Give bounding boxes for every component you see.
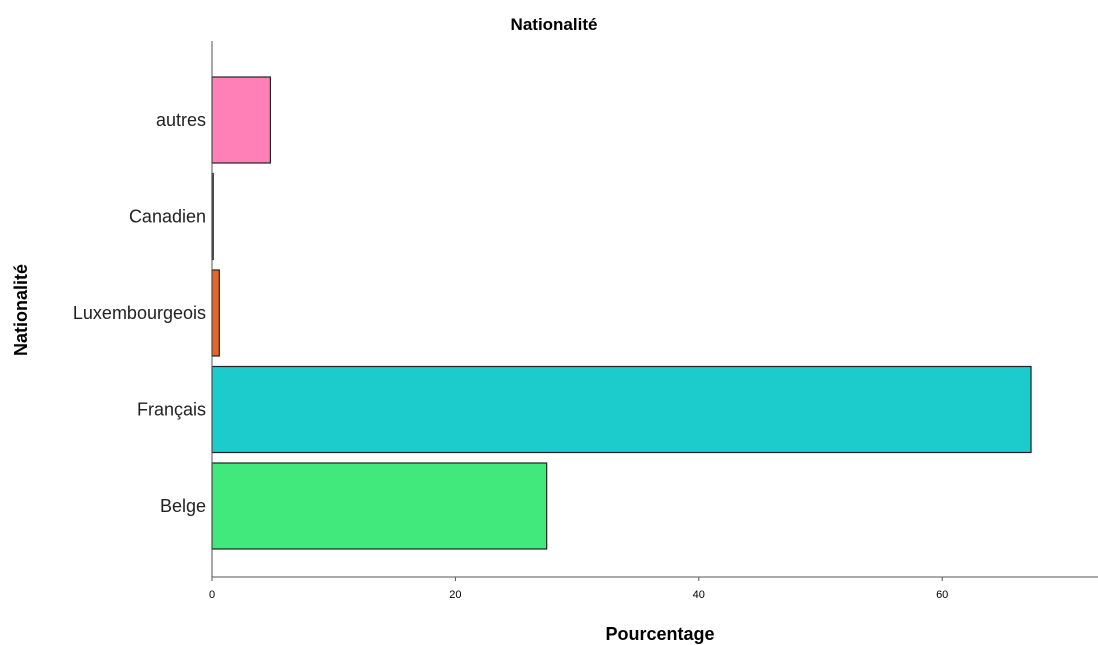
category-label-français: Français <box>137 400 206 420</box>
x-ticks: 0 20 40 60 <box>209 577 948 601</box>
x-tick-label: 0 <box>209 589 215 601</box>
category-label-luxembourgeois: Luxembourgeois <box>73 303 206 323</box>
bars-group <box>211 76 1032 550</box>
chart-title: Nationalité <box>511 15 598 34</box>
category-label-canadien: Canadien <box>129 207 206 227</box>
x-axis-title: Pourcentage <box>605 624 714 644</box>
x-tick-label: 40 <box>693 589 705 601</box>
y-axis-title: Nationalité <box>11 264 31 356</box>
category-labels: autres Canadien Luxembourgeois Français Belg… <box>73 110 206 516</box>
x-tick-label: 20 <box>449 589 461 601</box>
bar-autres <box>211 76 272 164</box>
bar-belge <box>211 462 548 550</box>
category-label-belge: Belge <box>160 496 206 516</box>
bar-français <box>211 365 1032 454</box>
bar-luxembourgeois <box>211 269 220 357</box>
x-tick-label: 60 <box>936 589 948 601</box>
category-label-autres: autres <box>156 110 206 130</box>
